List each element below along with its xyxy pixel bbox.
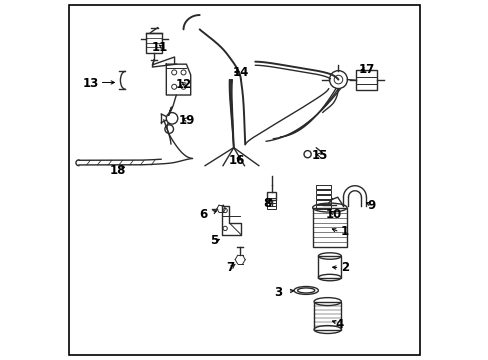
Bar (146, 33, 162, 53)
Bar (316, 185, 330, 189)
Text: 19: 19 (178, 114, 194, 127)
Text: 15: 15 (311, 149, 327, 162)
Bar (316, 200, 330, 204)
Text: 14: 14 (232, 66, 248, 79)
Text: 17: 17 (358, 63, 374, 76)
Text: 5: 5 (209, 234, 218, 247)
Text: 8: 8 (263, 197, 271, 210)
Bar (356, 69, 376, 90)
Text: 12: 12 (175, 78, 191, 91)
Bar (313, 302, 341, 329)
Text: 3: 3 (274, 287, 282, 300)
Text: 4: 4 (335, 318, 343, 331)
Bar (267, 203, 276, 209)
Bar (267, 198, 276, 203)
Text: 18: 18 (110, 164, 126, 177)
Text: 7: 7 (225, 261, 234, 274)
Text: 6: 6 (199, 208, 207, 221)
Text: 11: 11 (152, 41, 168, 54)
Text: 1: 1 (340, 225, 348, 238)
Text: 16: 16 (229, 154, 245, 167)
Bar (267, 192, 276, 201)
Bar (316, 195, 330, 199)
Bar (316, 205, 330, 209)
Text: 2: 2 (340, 261, 348, 274)
Bar (267, 201, 276, 206)
Bar (312, 208, 346, 247)
Text: 13: 13 (83, 77, 99, 90)
Bar (318, 256, 341, 278)
Text: 9: 9 (367, 199, 375, 212)
Text: 10: 10 (325, 208, 342, 221)
Bar (316, 190, 330, 194)
